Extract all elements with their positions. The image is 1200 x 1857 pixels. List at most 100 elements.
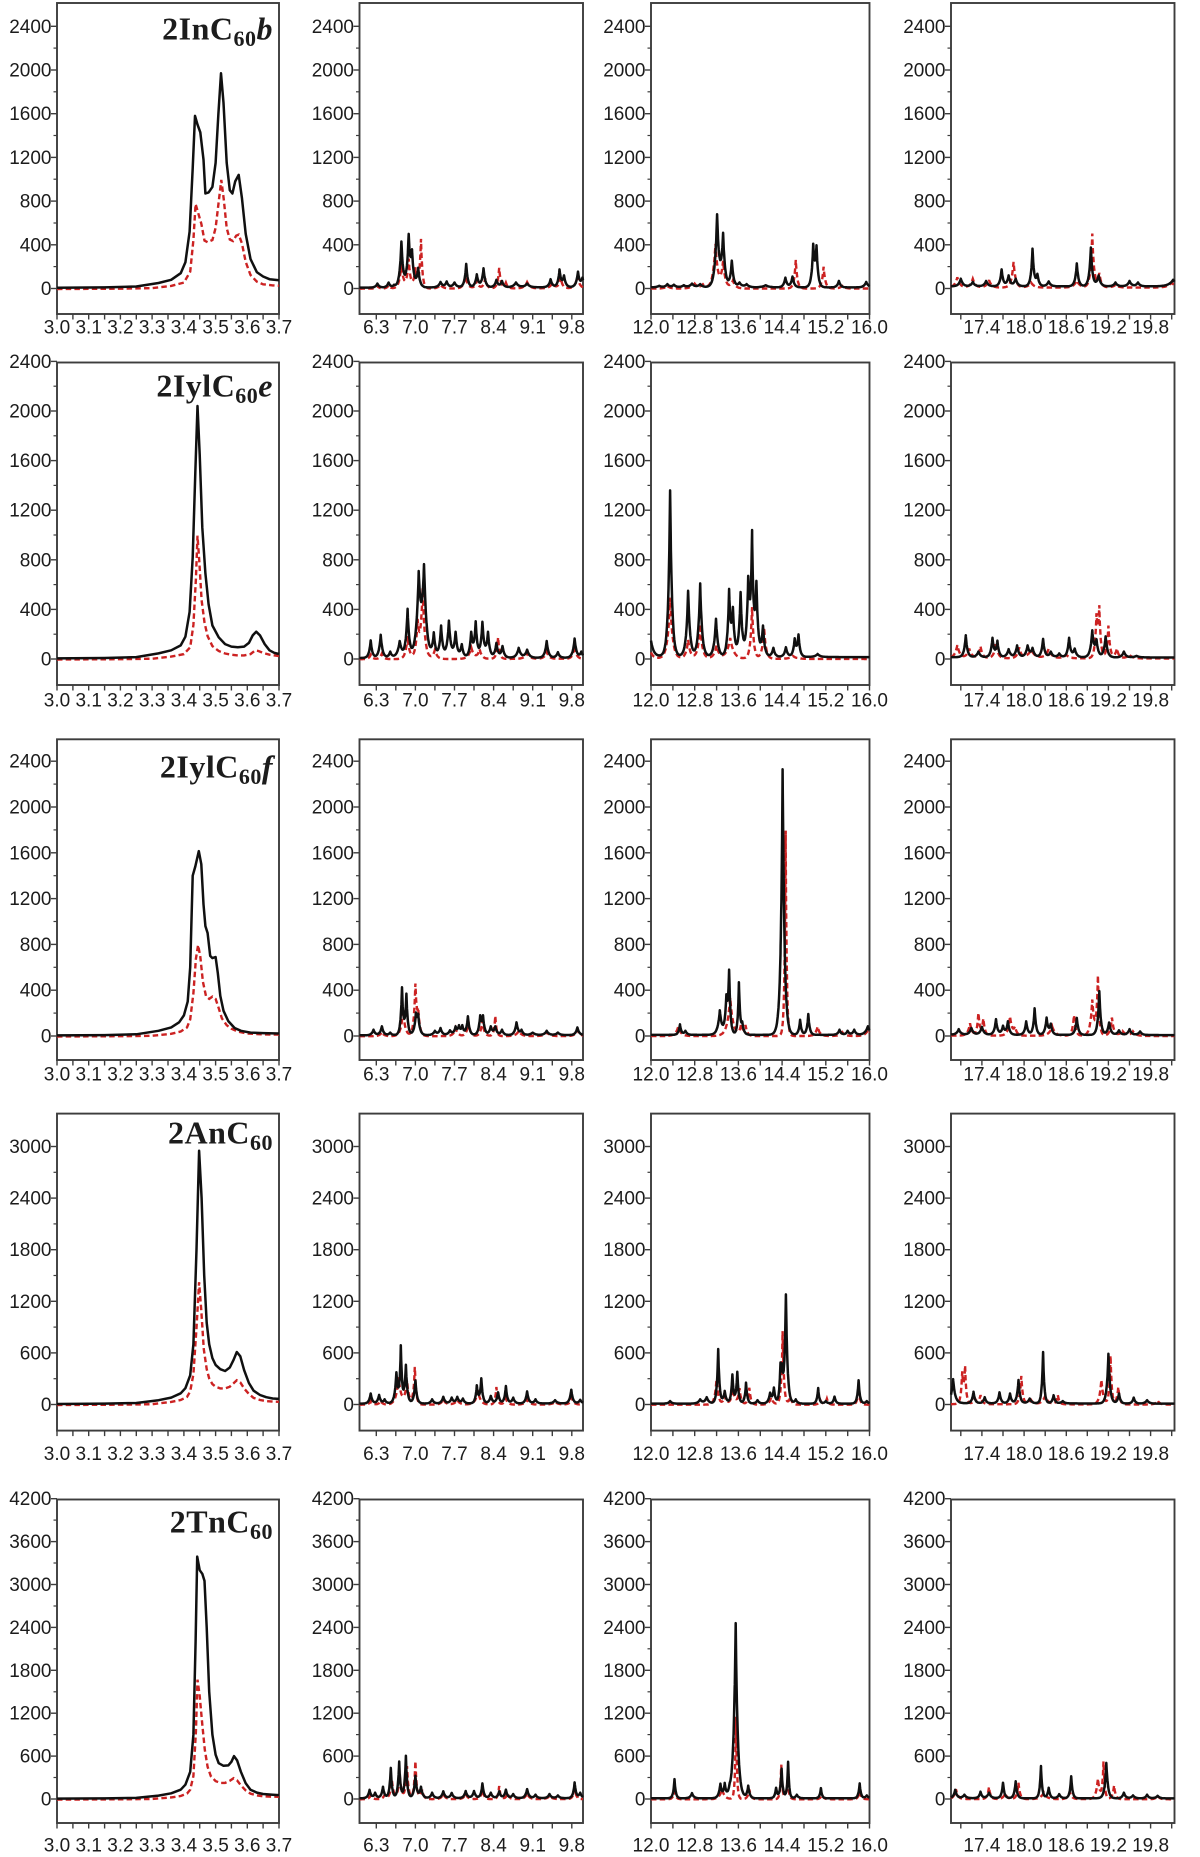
svg-text:4200: 4200 <box>903 1489 945 1510</box>
svg-text:2400: 2400 <box>903 17 945 38</box>
svg-text:400: 400 <box>20 235 52 256</box>
svg-text:8.4: 8.4 <box>480 691 507 712</box>
svg-text:0: 0 <box>935 1395 946 1416</box>
svg-text:400: 400 <box>20 600 52 621</box>
svg-text:12.0: 12.0 <box>633 318 670 339</box>
svg-text:1800: 1800 <box>312 1240 354 1261</box>
svg-text:1200: 1200 <box>312 1704 354 1725</box>
svg-text:18.6: 18.6 <box>1048 691 1085 712</box>
svg-text:2400: 2400 <box>603 352 645 373</box>
svg-text:13.6: 13.6 <box>720 1444 757 1465</box>
svg-text:3000: 3000 <box>9 1575 51 1596</box>
svg-text:15.2: 15.2 <box>807 691 844 712</box>
svg-text:2000: 2000 <box>312 798 354 819</box>
svg-text:3.3: 3.3 <box>139 691 165 712</box>
svg-text:3.1: 3.1 <box>75 1444 101 1465</box>
svg-text:1600: 1600 <box>312 843 354 864</box>
svg-text:2000: 2000 <box>903 61 945 82</box>
svg-text:1600: 1600 <box>603 104 645 125</box>
svg-text:8.4: 8.4 <box>480 318 507 339</box>
svg-text:3.0: 3.0 <box>44 1836 70 1857</box>
svg-text:3600: 3600 <box>903 1532 945 1553</box>
svg-text:3.2: 3.2 <box>107 1065 133 1086</box>
svg-text:18.0: 18.0 <box>1006 1836 1043 1857</box>
svg-text:14.4: 14.4 <box>764 691 801 712</box>
svg-text:2000: 2000 <box>312 402 354 423</box>
svg-text:1600: 1600 <box>9 451 51 472</box>
svg-text:2000: 2000 <box>603 798 645 819</box>
svg-text:4200: 4200 <box>603 1489 645 1510</box>
svg-text:7.7: 7.7 <box>441 318 467 339</box>
svg-text:9.1: 9.1 <box>519 691 545 712</box>
svg-text:800: 800 <box>914 550 946 571</box>
svg-text:400: 400 <box>322 600 354 621</box>
svg-text:1200: 1200 <box>312 1292 354 1313</box>
svg-text:3.6: 3.6 <box>234 1065 260 1086</box>
svg-text:3.6: 3.6 <box>234 691 260 712</box>
svg-text:19.8: 19.8 <box>1132 1836 1169 1857</box>
svg-text:1200: 1200 <box>903 889 945 910</box>
svg-text:0: 0 <box>635 1395 646 1416</box>
svg-text:2400: 2400 <box>312 17 354 38</box>
svg-text:2TnC60: 2TnC60 <box>170 1504 273 1545</box>
svg-text:600: 600 <box>614 1343 646 1364</box>
svg-text:16.0: 16.0 <box>851 1444 888 1465</box>
svg-text:2400: 2400 <box>9 752 51 773</box>
svg-text:1600: 1600 <box>903 104 945 125</box>
svg-text:3.4: 3.4 <box>171 318 198 339</box>
svg-text:14.4: 14.4 <box>764 318 801 339</box>
svg-text:2000: 2000 <box>603 61 645 82</box>
svg-text:1200: 1200 <box>603 1704 645 1725</box>
svg-text:600: 600 <box>914 1747 946 1768</box>
svg-text:0: 0 <box>935 1790 946 1811</box>
svg-text:4200: 4200 <box>9 1489 51 1510</box>
svg-text:800: 800 <box>322 550 354 571</box>
svg-text:3000: 3000 <box>603 1575 645 1596</box>
svg-text:3.1: 3.1 <box>75 1836 101 1857</box>
svg-text:3.5: 3.5 <box>202 1065 228 1086</box>
svg-text:12.8: 12.8 <box>676 318 713 339</box>
svg-text:1200: 1200 <box>312 148 354 169</box>
svg-text:13.6: 13.6 <box>720 318 757 339</box>
svg-text:3.3: 3.3 <box>139 1444 165 1465</box>
svg-text:9.8: 9.8 <box>559 691 585 712</box>
svg-text:2000: 2000 <box>9 61 51 82</box>
svg-text:3.7: 3.7 <box>266 318 292 339</box>
svg-text:0: 0 <box>935 279 946 300</box>
svg-text:3.4: 3.4 <box>171 691 198 712</box>
svg-text:1800: 1800 <box>903 1661 945 1682</box>
svg-text:9.1: 9.1 <box>519 1444 545 1465</box>
svg-text:6.3: 6.3 <box>363 318 389 339</box>
svg-text:12.0: 12.0 <box>633 1444 670 1465</box>
svg-text:1200: 1200 <box>312 501 354 522</box>
svg-text:2400: 2400 <box>603 17 645 38</box>
svg-text:3.1: 3.1 <box>75 318 101 339</box>
svg-text:0: 0 <box>41 1027 52 1048</box>
svg-text:400: 400 <box>20 981 52 1002</box>
svg-text:15.2: 15.2 <box>807 1444 844 1465</box>
svg-text:3000: 3000 <box>312 1137 354 1158</box>
svg-text:7.0: 7.0 <box>402 1836 428 1857</box>
svg-text:3.7: 3.7 <box>266 691 292 712</box>
svg-text:1600: 1600 <box>312 104 354 125</box>
svg-text:2400: 2400 <box>903 1189 945 1210</box>
svg-text:19.8: 19.8 <box>1132 1444 1169 1465</box>
svg-text:3.3: 3.3 <box>139 1836 165 1857</box>
svg-text:6.3: 6.3 <box>363 1836 389 1857</box>
svg-text:600: 600 <box>914 1343 946 1364</box>
svg-text:3.4: 3.4 <box>171 1836 198 1857</box>
svg-text:12.8: 12.8 <box>676 1065 713 1086</box>
svg-text:18.0: 18.0 <box>1006 318 1043 339</box>
svg-text:19.2: 19.2 <box>1090 318 1127 339</box>
svg-text:2400: 2400 <box>903 352 945 373</box>
svg-text:1200: 1200 <box>9 148 51 169</box>
svg-text:1200: 1200 <box>603 889 645 910</box>
svg-text:3.6: 3.6 <box>234 1836 260 1857</box>
svg-text:17.4: 17.4 <box>963 1444 1000 1465</box>
svg-text:18.6: 18.6 <box>1048 1836 1085 1857</box>
svg-text:2400: 2400 <box>603 1189 645 1210</box>
svg-text:6.3: 6.3 <box>363 1065 389 1086</box>
svg-text:3.7: 3.7 <box>266 1836 292 1857</box>
svg-text:3.2: 3.2 <box>107 1444 133 1465</box>
svg-text:9.1: 9.1 <box>519 318 545 339</box>
